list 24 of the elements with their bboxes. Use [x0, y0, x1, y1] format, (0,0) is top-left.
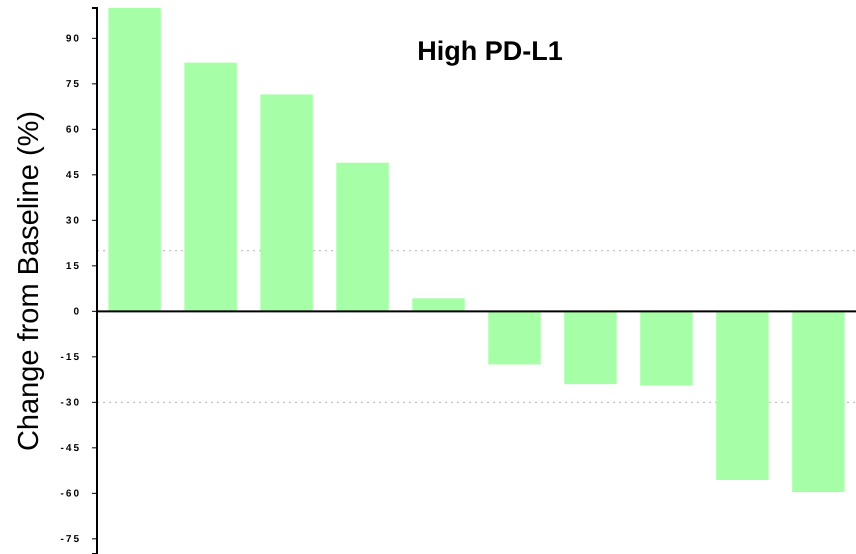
bar — [336, 162, 389, 312]
bar — [412, 298, 465, 312]
bar — [260, 94, 313, 312]
y-tick-label: -30 — [60, 398, 81, 409]
y-tick-label: -75 — [60, 534, 81, 546]
bar — [792, 311, 845, 492]
y-tick-label: 0 — [73, 306, 81, 318]
bar — [564, 311, 617, 384]
y-tick-label: 60 — [66, 124, 81, 136]
bar — [488, 311, 541, 364]
bar — [108, 8, 161, 312]
y-tick-label: -60 — [60, 488, 81, 500]
text: High PD-L1 — [417, 36, 563, 66]
y-tick-label: 15 — [66, 261, 81, 272]
y-tick-label: 75 — [66, 79, 81, 90]
y-tick-label: 30 — [66, 216, 81, 227]
bar — [640, 311, 693, 386]
y-tick-label: 90 — [66, 34, 81, 45]
bar — [184, 62, 237, 312]
y-tick-label: -15 — [60, 352, 81, 364]
bar — [716, 311, 769, 480]
y-tick-label: -45 — [60, 443, 81, 454]
y-tick-label: 45 — [66, 170, 81, 182]
y-axis-title: Change from Baseline (%) — [13, 110, 45, 452]
